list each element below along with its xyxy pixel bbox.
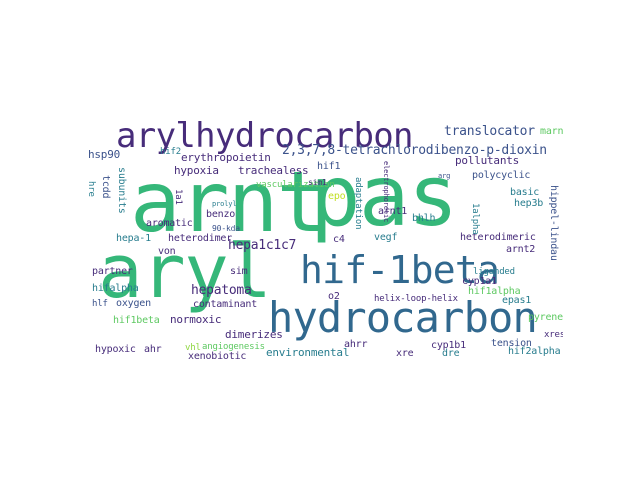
word-vegf: vegf [374,232,398,243]
word-erythropoietin: erythropoietin [181,151,271,164]
word-hep3b: hep3b [514,198,544,209]
word-hypoxia: hypoxia [174,164,219,177]
word-hsp90: hsp90 [88,148,121,161]
word-c4: c4 [333,234,345,245]
word-hydrocarbon: hydrocarbon [268,293,538,342]
word-hif2: hif2 [160,147,181,157]
word-arylhydrocarbon: arylhydrocarbon [116,117,414,156]
word-aryl: aryl [98,229,272,315]
word-ahrr: ahrr [344,339,368,350]
word-cyp1b1: cyp1b1 [431,340,466,351]
word-adaptation: adaptation [353,177,363,230]
word-90-kda: 90-kda [212,224,240,233]
word-epo: epo [328,191,346,202]
word-tension: tension [491,338,532,349]
word-pas: pas [310,147,458,245]
word-sim: sim [230,266,248,277]
word-pyrene: pyrene [528,312,563,323]
word-hifalpha: hifalpha [92,283,139,294]
word-hypoxic: hypoxic [95,344,136,355]
word-normoxic: normoxic [170,313,222,326]
word-liganded: liganded [473,267,515,277]
word-trachealess: trachealess [238,164,309,177]
word-hippel-lindau: hippel-lindau [548,185,559,261]
word-environmental: environmental [266,346,350,359]
word-1alpha: 1alpha [470,203,480,235]
word-sim1: sim1 [308,178,327,187]
word-hre: hre [86,181,96,197]
word-hepa-1: hepa-1 [116,233,151,244]
word-prolyl: prolyl [212,200,237,208]
word-arnt1: arnt1 [378,206,408,217]
word-epas1: epas1 [502,295,532,306]
word-hif1beta: hif1beta [113,315,160,326]
word-hif1alpha: hif1alpha [468,286,521,297]
word-von: von [158,246,176,257]
word-arg: arg [438,172,451,180]
word-basic: basic [510,187,540,198]
word-vascularization: vascularization [256,180,335,190]
word-cyp1a1: cyp1a1 [462,276,497,287]
word-hepa1c1c7: hepa1c1c7 [228,238,297,253]
word-heterodimeric: heterodimeric [460,232,536,243]
word-cloud: arnt pas aryl hif-1beta hydrocarbon aryl… [78,117,563,361]
word-dimerizes: dimerizes [225,328,283,341]
word-arnt2: arnt2 [506,244,536,255]
word-ahr: ahr [144,344,162,355]
word-o2: o2 [328,291,340,302]
word-contaminant: contaminant [193,299,258,310]
word-xenobiotic: xenobiotic [188,351,247,362]
word-oxygen: oxygen [116,298,151,309]
word-hif-1beta: hif-1beta [300,248,500,292]
word-1a1: 1a1 [173,189,183,205]
word-aromatic: aromatic [146,218,193,229]
word-tetrachlorodibenzo: 2,3,7,8-tetrachlorodibenzo-p-dioxin [282,143,547,158]
word-vhl: vhl [185,343,201,353]
word-xre: xre [396,348,414,359]
word-dre: dre [442,348,460,359]
word-benzo: benzo [206,209,236,220]
word-angiogenesis: angiogenesis [202,342,265,352]
word-subunits: subunits [116,167,127,214]
word-hepatoma: hepatoma [191,283,252,298]
word-pollutants: pollutants [455,154,520,167]
word-marnt: marnt [540,126,563,137]
word-heterodimer: heterodimer [168,233,233,244]
word-xres: xres [544,330,563,340]
word-hif1: hif1 [317,161,341,172]
word-hif2alpha: hif2alpha [508,346,561,357]
word-helix-loop-helix: helix-loop-helix [374,294,458,304]
word-electrophoretic: electrophoretic [382,161,390,223]
word-hlf: hlf [92,299,108,309]
word-arnt: arnt [130,153,327,251]
word-polycyclic: polycyclic [472,170,531,181]
word-partner: partner [92,266,133,277]
word-bhlh: bhlh [412,213,436,224]
word-tcdd: tcdd [100,175,111,199]
word-translocator: translocator [444,124,535,139]
